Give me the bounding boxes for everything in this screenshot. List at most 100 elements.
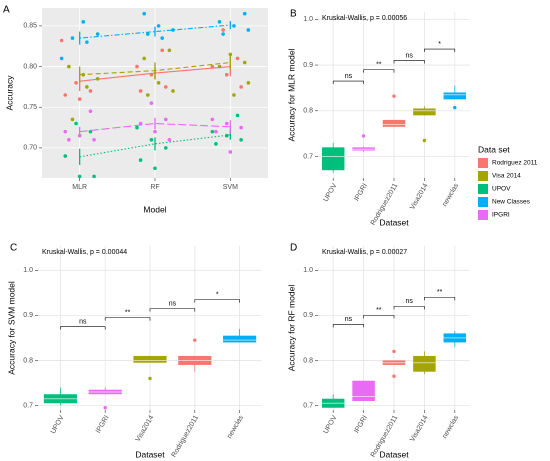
data-point: [210, 129, 215, 134]
data-point: [156, 81, 161, 85]
outlier: [193, 338, 197, 342]
data-point: [95, 76, 100, 81]
data-point: [92, 137, 96, 142]
legend-key: [478, 171, 488, 181]
x-tick-label: RF: [150, 184, 159, 191]
data-point: [88, 109, 93, 114]
data-point: [135, 125, 139, 130]
x-tick-label: UPOV: [323, 182, 339, 203]
data-point: [149, 101, 154, 105]
bracket: [393, 60, 425, 64]
y-tick-label: 0.7: [303, 402, 313, 409]
data-point: [246, 28, 251, 32]
x-axis-title: Model: [143, 204, 166, 214]
bracket-label: ns: [345, 316, 353, 323]
bracket: [424, 48, 456, 53]
y-axis-title: Accuracy for MLR model: [286, 48, 296, 141]
x-tick-label: Rodriguez2011: [171, 414, 201, 458]
data-point: [167, 137, 172, 142]
data-point: [160, 48, 164, 53]
outlier: [148, 376, 152, 381]
data-point: [214, 129, 218, 134]
panel-tag: B: [290, 9, 297, 20]
data-point: [239, 85, 243, 89]
data-point: [74, 121, 78, 126]
bracket: [60, 326, 106, 330]
bracket-label: ns: [405, 52, 413, 59]
legend-label: UPOV: [492, 186, 511, 193]
y-tick-label: 1.0: [303, 267, 313, 274]
box: [413, 108, 436, 116]
panel-tag: D: [290, 243, 297, 254]
y-axis-title: Accuracy for SVM model: [6, 281, 16, 375]
x-tick-label: MLR: [72, 184, 87, 191]
data-point: [167, 48, 172, 53]
bracket-label: ns: [345, 73, 353, 80]
data-point: [67, 64, 71, 69]
data-point: [239, 137, 243, 142]
data-point: [142, 56, 146, 61]
bracket-label: **: [125, 309, 131, 316]
data-point: [153, 129, 157, 134]
data-point: [74, 81, 78, 85]
data-point: [228, 150, 233, 154]
data-point: [164, 146, 168, 150]
data-point: [156, 24, 161, 28]
bracket-label: **: [437, 289, 443, 296]
y-tick-label: 0.9: [303, 62, 313, 69]
bracket: [332, 80, 364, 85]
data-point: [171, 28, 175, 32]
data-point: [59, 56, 64, 61]
x-tick-label: IPGRI: [95, 414, 111, 434]
bracket-label: ns: [405, 298, 413, 305]
y-tick-label: 0.85: [23, 23, 37, 30]
y-tick-label: 0.7: [23, 402, 33, 409]
legend-key: [478, 197, 488, 207]
outlier: [103, 406, 107, 410]
bracket: [149, 308, 196, 312]
x-tick-label: UPOV: [323, 414, 339, 435]
bracket: [393, 306, 425, 310]
x-tick-label: Visa2014: [409, 414, 430, 443]
bracket-label: **: [376, 61, 382, 68]
x-tick-label: UPOV: [50, 414, 66, 435]
legend-label: Rodriguez 2011: [492, 160, 538, 167]
x-tick-label: Visa2014: [409, 182, 430, 211]
x-axis-title: Dataset: [379, 449, 409, 459]
y-tick-label: 0.75: [23, 104, 37, 111]
bracket: [424, 297, 456, 301]
data-point: [224, 121, 229, 126]
panel-tag: C: [10, 243, 17, 254]
y-tick-label: 1.0: [23, 267, 33, 274]
annotation: Kruskal-Wallis, p = 0.00044: [42, 249, 127, 256]
y-tick-label: 0.80: [23, 63, 37, 70]
y-tick-label: 0.9: [303, 312, 313, 319]
data-point: [235, 113, 240, 118]
data-point: [242, 60, 247, 65]
data-point: [85, 85, 89, 89]
data-point: [232, 24, 236, 28]
data-point: [63, 154, 68, 158]
data-point: [135, 64, 139, 69]
box: [321, 147, 345, 171]
data-point: [81, 20, 86, 24]
data-point: [70, 117, 75, 122]
box: [352, 380, 375, 401]
box: [413, 355, 436, 372]
data-point: [146, 32, 150, 36]
bracket-label: **: [376, 307, 382, 314]
data-point: [239, 125, 243, 130]
y-tick-label: 0.8: [303, 108, 313, 115]
data-point: [59, 38, 64, 43]
data-point: [63, 129, 68, 134]
data-point: [142, 11, 146, 16]
data-point: [138, 158, 143, 162]
outlier: [422, 138, 427, 143]
x-tick-label: IPGRI: [353, 414, 369, 434]
x-tick-label: newclas: [441, 182, 460, 208]
data-point: [235, 56, 240, 61]
y-tick-label: 0.8: [303, 357, 313, 364]
legend-label: IPGRI: [492, 212, 510, 219]
data-point: [232, 93, 236, 97]
